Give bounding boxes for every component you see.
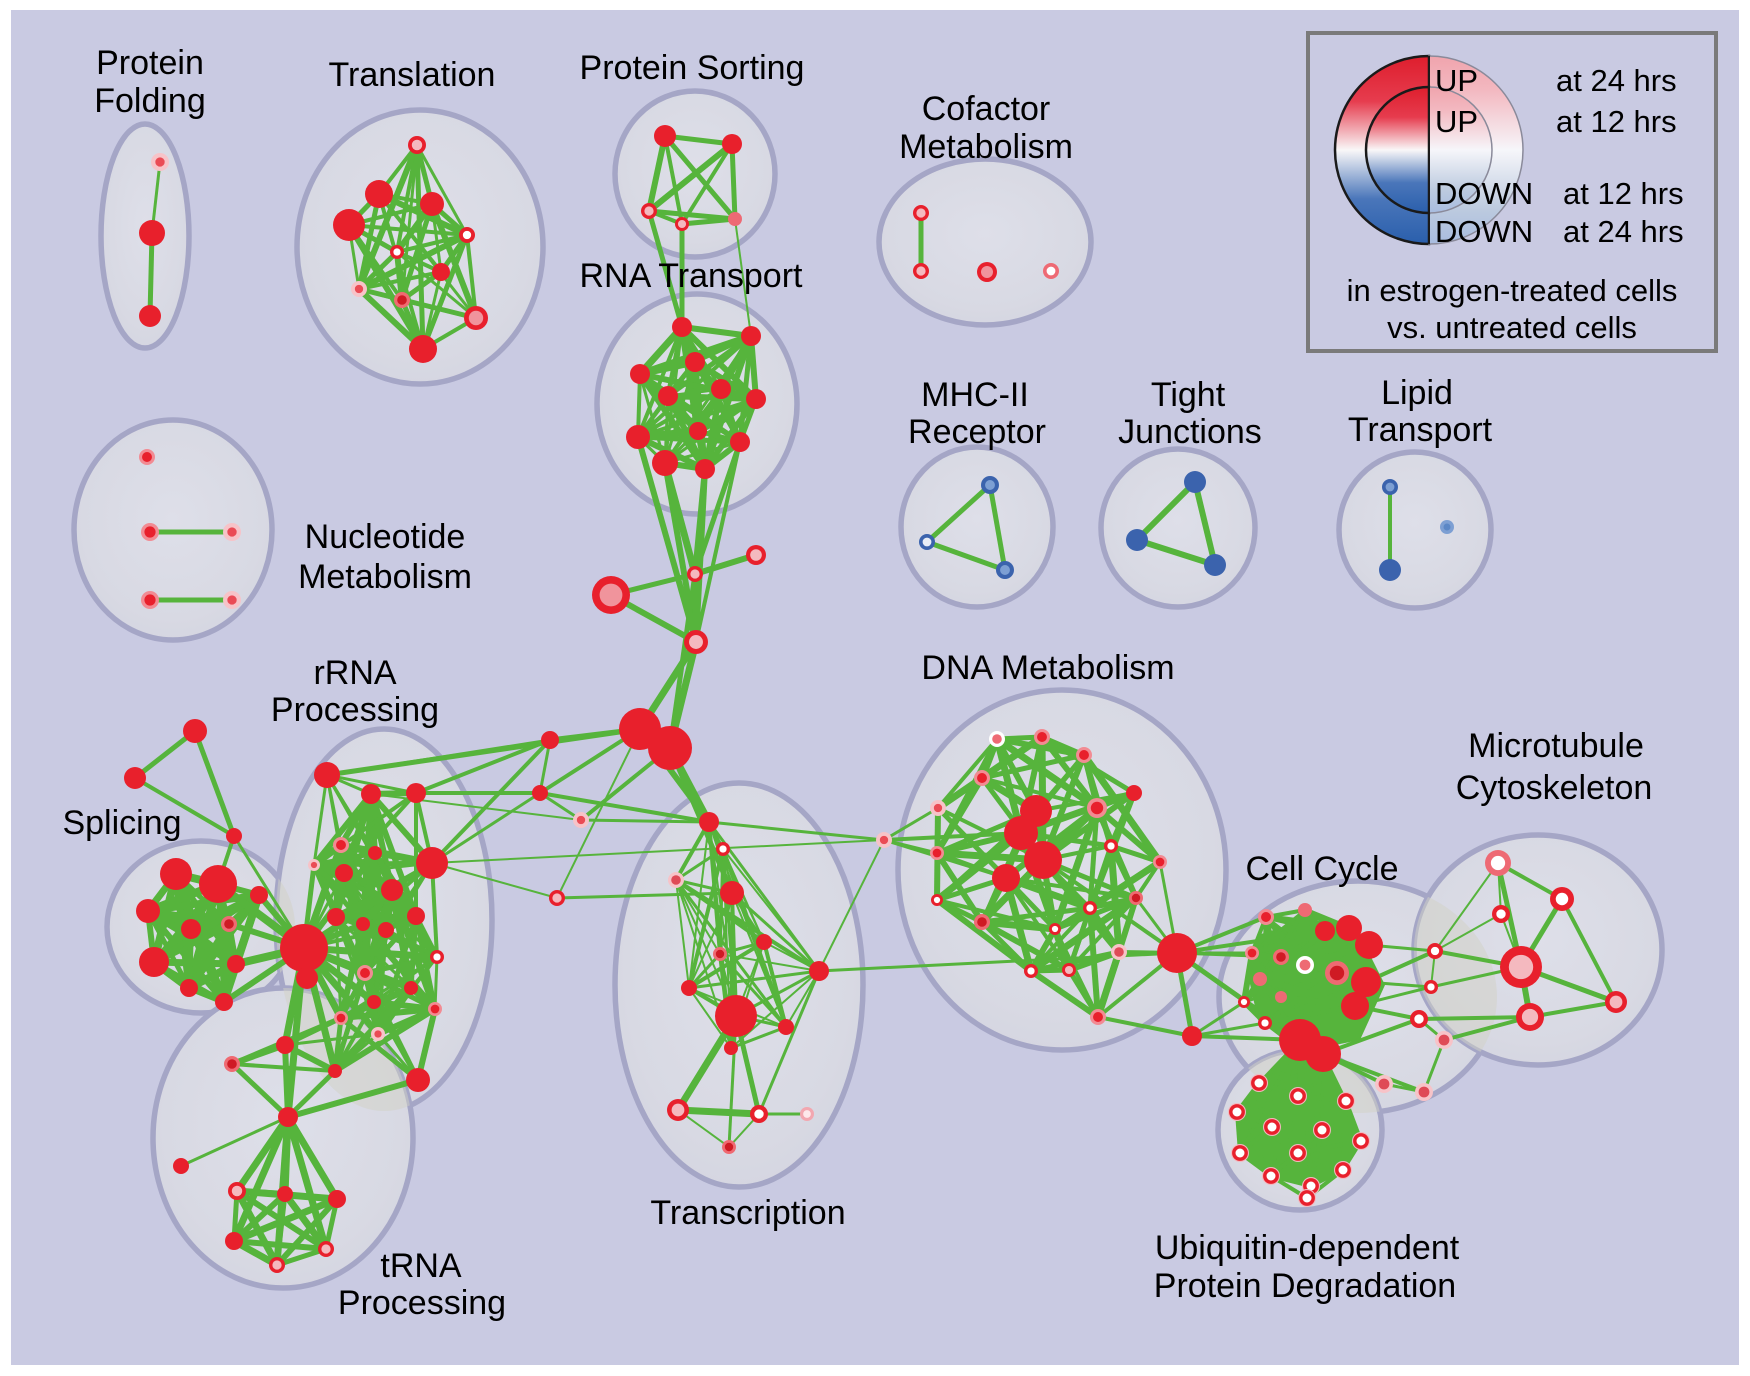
svg-text:Protein: Protein bbox=[96, 44, 204, 82]
svg-text:Receptor: Receptor bbox=[908, 413, 1046, 451]
svg-text:in estrogen-treated cells: in estrogen-treated cells bbox=[1347, 273, 1678, 308]
svg-text:DOWN: DOWN bbox=[1435, 176, 1533, 211]
svg-text:Lipid: Lipid bbox=[1381, 374, 1453, 412]
svg-text:Metabolism: Metabolism bbox=[298, 558, 472, 596]
svg-text:Ubiquitin-dependent: Ubiquitin-dependent bbox=[1155, 1229, 1460, 1267]
svg-text:Splicing: Splicing bbox=[62, 804, 181, 842]
svg-text:Cofactor: Cofactor bbox=[922, 90, 1051, 128]
svg-text:UP: UP bbox=[1435, 63, 1478, 98]
svg-text:at 12 hrs: at 12 hrs bbox=[1563, 176, 1684, 211]
svg-text:at 24 hrs: at 24 hrs bbox=[1563, 214, 1684, 249]
svg-text:Transport: Transport bbox=[1348, 411, 1493, 449]
svg-text:Processing: Processing bbox=[271, 691, 439, 729]
svg-text:tRNA: tRNA bbox=[380, 1247, 462, 1285]
svg-text:at 12 hrs: at 12 hrs bbox=[1556, 104, 1677, 139]
svg-text:Nucleotide: Nucleotide bbox=[305, 518, 466, 556]
svg-text:DNA Metabolism: DNA Metabolism bbox=[921, 649, 1174, 687]
svg-text:Translation: Translation bbox=[329, 56, 496, 94]
svg-text:at 24 hrs: at 24 hrs bbox=[1556, 63, 1677, 98]
svg-text:Protein Degradation: Protein Degradation bbox=[1154, 1267, 1456, 1305]
svg-text:UP: UP bbox=[1435, 104, 1478, 139]
svg-text:Folding: Folding bbox=[94, 82, 206, 120]
svg-text:MHC-II: MHC-II bbox=[921, 376, 1029, 414]
svg-text:Metabolism: Metabolism bbox=[899, 128, 1073, 166]
svg-text:Processing: Processing bbox=[338, 1284, 506, 1322]
svg-text:Transcription: Transcription bbox=[650, 1194, 845, 1232]
svg-text:DOWN: DOWN bbox=[1435, 214, 1533, 249]
svg-text:Protein Sorting: Protein Sorting bbox=[580, 49, 805, 87]
svg-text:Microtubule: Microtubule bbox=[1468, 727, 1644, 765]
svg-text:Cell Cycle: Cell Cycle bbox=[1245, 850, 1398, 888]
svg-text:Tight: Tight bbox=[1151, 376, 1226, 414]
svg-text:vs. untreated cells: vs. untreated cells bbox=[1387, 310, 1637, 345]
svg-text:rRNA: rRNA bbox=[313, 654, 396, 692]
svg-text:RNA Transport: RNA Transport bbox=[580, 257, 804, 295]
svg-text:Junctions: Junctions bbox=[1118, 413, 1262, 451]
svg-text:Cytoskeleton: Cytoskeleton bbox=[1456, 769, 1653, 807]
